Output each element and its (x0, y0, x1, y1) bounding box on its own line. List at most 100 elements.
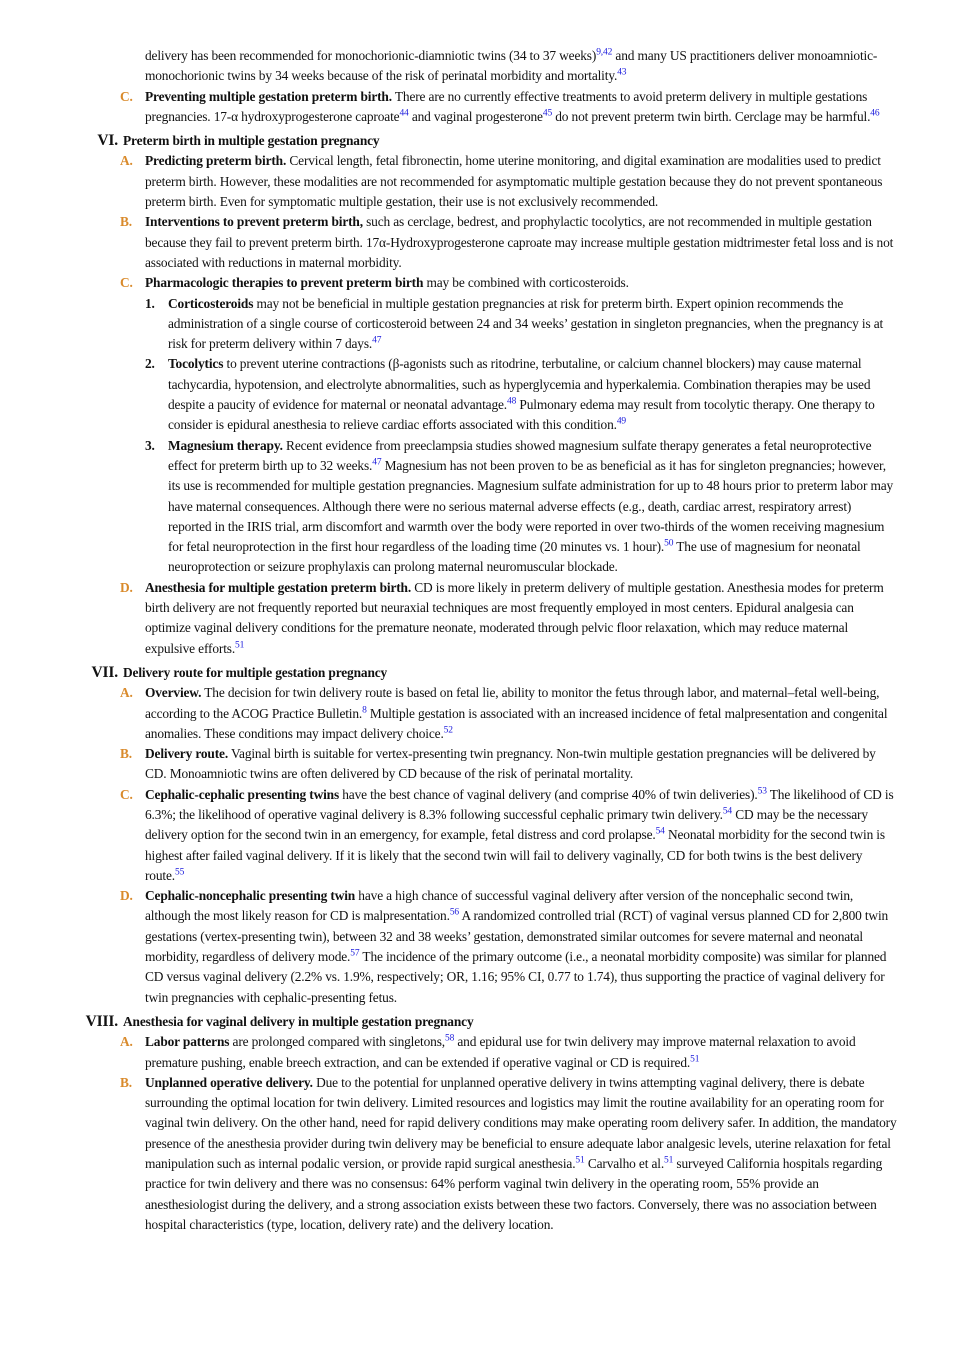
text: A randomized controlled trial (RCT) of v… (145, 908, 889, 965)
text: surveyed California hospitals regarding … (145, 1156, 883, 1232)
item-marker: B. (120, 746, 132, 762)
citation: 57 (350, 948, 360, 959)
text: Pulmonary edema may result from tocolyti… (168, 397, 875, 433)
item-marker: A. (120, 685, 133, 701)
citation: 58 (444, 1033, 455, 1044)
text: The incidence of the primary outcome (i.… (145, 949, 887, 1005)
list-item: C. Preventing multiple gestation preterm … (120, 87, 897, 128)
text: and epidural use for twin delivery may i… (145, 1034, 856, 1070)
item-marker: B. (120, 214, 132, 230)
item-marker: 2. (145, 356, 155, 372)
list-item: A. Overview. The decision for twin delive… (120, 683, 897, 744)
text: Recent evidence from preeclampsia studie… (168, 437, 872, 473)
item-lead: Cephalic-cephalic presenting twins (145, 786, 340, 802)
citation: 9,42 (596, 47, 613, 58)
text: Cervical length, fetal fibronectin, home… (145, 153, 883, 210)
citation: 54 (722, 806, 733, 817)
item-marker: A. (120, 153, 133, 169)
text: Vaginal birth is suitable for vertex-pre… (145, 746, 876, 782)
item-marker: 1. (145, 295, 155, 311)
text: have the best chance of vaginal delivery… (339, 786, 758, 802)
text: delivery has been recommended for monoch… (145, 48, 597, 63)
text: CD is more likely in preterm delivery of… (145, 579, 884, 656)
item-lead: Labor patterns (145, 1034, 230, 1050)
citation: 50 (664, 538, 674, 549)
item-marker: C. (120, 786, 133, 802)
item-lead: Delivery route. (145, 746, 229, 762)
item-marker: 3. (145, 437, 155, 453)
item-lead: Unplanned operative delivery. (145, 1074, 313, 1090)
item-lead: Magnesium therapy. (168, 437, 283, 453)
list-item: C. Pharmacologic therapies to prevent pre… (120, 273, 897, 293)
section-heading: VII. Delivery route for multiple gestatio… (91, 663, 953, 683)
citation: 51 (235, 640, 245, 651)
text: The likelihood of CD is 6.3%; the likeli… (145, 786, 894, 822)
item-marker: D. (120, 888, 133, 904)
citation: 46 (870, 108, 880, 119)
item-marker: B. (120, 1074, 132, 1090)
item-lead: Pharmacologic therapies to prevent prete… (145, 275, 424, 291)
item-marker: D. (120, 579, 133, 595)
text: are prolonged compared with singletons, (229, 1034, 446, 1050)
item-lead: Predicting preterm birth. (145, 153, 287, 169)
citation: 51 (664, 1155, 674, 1166)
text: Due to the potential for unplanned opera… (145, 1074, 897, 1172)
text: The use of magnesium for neonatal neurop… (168, 539, 861, 575)
list-item: B. Unplanned operative delivery. Due to t… (120, 1073, 897, 1235)
citation: 52 (443, 725, 453, 736)
list-item: A. Predicting preterm birth. Cervical len… (120, 151, 897, 212)
list-item: D. Anesthesia for multiple gestation pret… (120, 578, 897, 659)
text: and vaginal progesterone (408, 108, 543, 124)
item-lead: Corticosteroids (168, 295, 254, 311)
text: and many US practitioners deliver monoam… (145, 48, 878, 84)
citation: 47 (372, 457, 382, 468)
section-heading: VI. Preterm birth in multiple gestation p… (97, 131, 953, 151)
list-item: 2. Tocolytics to prevent uterine contract… (145, 354, 897, 435)
list-item: 1. Corticosteroids may not be beneficial … (145, 294, 897, 355)
text: may be combined with corticosteroids. (423, 275, 629, 291)
list-item: B. Interventions to prevent preterm birth… (120, 212, 897, 273)
text: have a high chance of successful vaginal… (145, 888, 854, 924)
item-lead: Tocolytics (168, 356, 224, 372)
citation: 44 (399, 108, 409, 119)
item-marker: A. (120, 1034, 133, 1050)
citation: 51 (575, 1155, 585, 1166)
text: The decision for twin delivery route is … (145, 685, 880, 721)
text: Neonatal morbidity for the second twin i… (145, 827, 885, 883)
text: CD may be the necessary delivery option … (145, 806, 868, 843)
section-title: Delivery route for multiple gestation pr… (123, 664, 388, 680)
section-number: VI. (97, 132, 118, 150)
citation: 54 (655, 826, 665, 837)
text: Magnesium has not been proven to be as b… (168, 457, 894, 555)
text: There are no currently effective treatme… (145, 88, 868, 124)
text: do not prevent preterm twin birth. Cercl… (552, 108, 871, 124)
citation: 47 (372, 335, 382, 346)
citation: 53 (757, 786, 767, 797)
section-title: Anesthesia for vaginal delivery in multi… (123, 1013, 474, 1029)
text: to prevent uterine contractions (β-agoni… (168, 356, 871, 413)
list-item: D. Cephalic-noncephalic presenting twin h… (120, 886, 897, 1008)
citation: 51 (690, 1054, 700, 1065)
item-lead: Interventions to prevent preterm birth, (145, 214, 363, 230)
item-lead: Preventing multiple gestation preterm bi… (145, 88, 392, 104)
item-marker: C. (120, 275, 133, 291)
section-number: VII. (91, 663, 118, 681)
list-item: C. Cephalic-cephalic presenting twins hav… (120, 785, 897, 886)
section-heading: VIII. Anesthesia for vaginal delivery in … (86, 1012, 953, 1032)
list-item: B. Delivery route. Vaginal birth is suita… (120, 744, 897, 785)
citation: 48 (507, 396, 517, 407)
citation: 49 (616, 416, 627, 427)
citation: 55 (174, 867, 185, 878)
item-marker: C. (120, 88, 133, 104)
text: Carvalho et al. (584, 1156, 665, 1172)
list-item: A. Labor patterns are prolonged compared … (120, 1032, 897, 1073)
item-lead: Overview. (145, 685, 202, 701)
citation: 45 (542, 108, 553, 119)
list-item: 3. Magnesium therapy. Recent evidence fro… (145, 436, 897, 578)
text: may not be beneficial in multiple gestat… (168, 295, 884, 352)
section-number: VIII. (85, 1012, 119, 1030)
item-lead: Cephalic-noncephalic presenting twin (145, 888, 356, 904)
section-title: Preterm birth in multiple gestation preg… (123, 133, 380, 149)
text: such as cerclage, bedrest, and prophylac… (145, 214, 894, 270)
citation: 8 (362, 705, 367, 716)
